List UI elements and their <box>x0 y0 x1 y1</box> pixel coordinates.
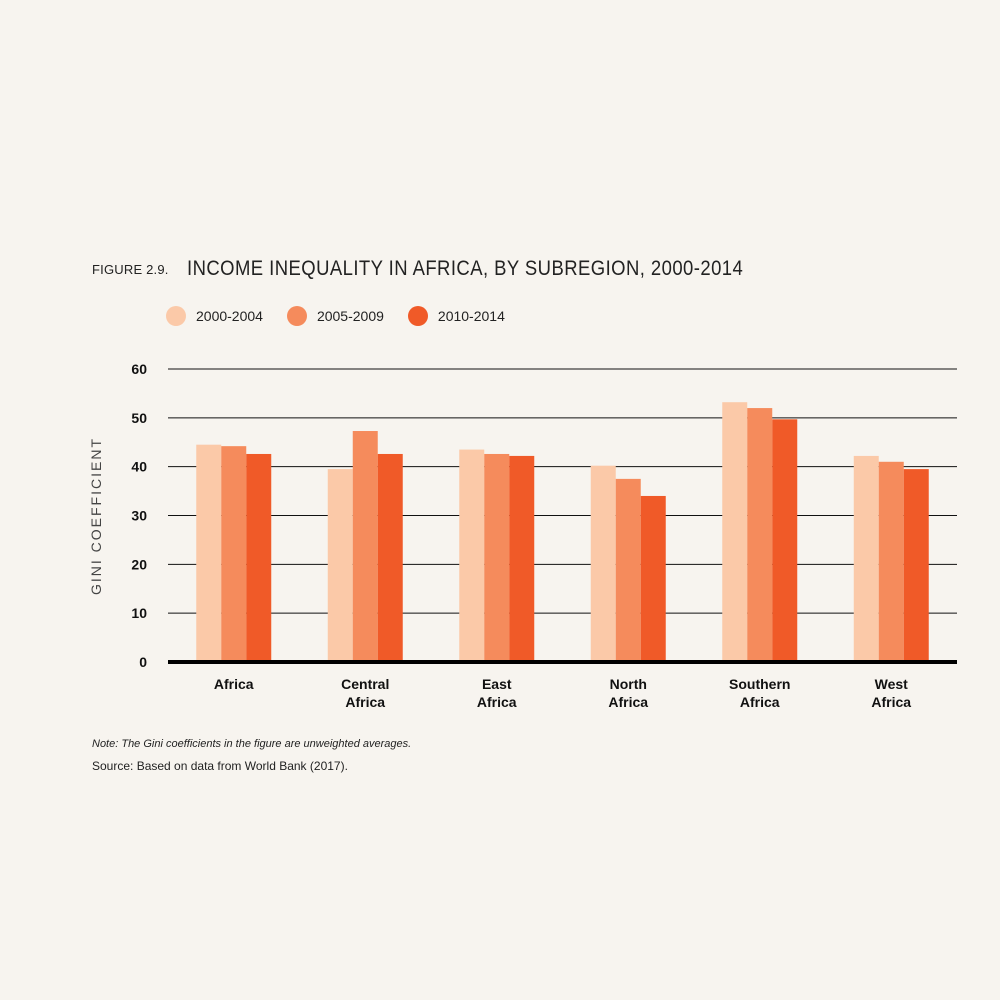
figure-note: Note: The Gini coefficients in the figur… <box>92 738 412 750</box>
legend-item-series-2: 2010-2014 <box>407 306 505 326</box>
figure-source: Source: Based on data from World Bank (2… <box>92 759 348 773</box>
figure-header: FIGURE 2.9. INCOME INEQUALITY IN AFRICA,… <box>92 257 819 281</box>
bar-4-1 <box>747 408 773 662</box>
bar-1-0 <box>327 469 353 662</box>
y-tick-label: 0 <box>139 654 147 670</box>
bar-4-0 <box>722 402 748 662</box>
bar-4-2 <box>772 419 798 662</box>
legend-label-series-0: 2000-2004 <box>196 308 263 324</box>
chart-legend: 2000-2004 2005-2009 2010-2014 <box>166 306 505 326</box>
bar-1-2 <box>377 453 403 662</box>
bar-5-1 <box>878 461 904 662</box>
legend-swatch-series-1 <box>286 306 307 326</box>
bar-0-2 <box>246 453 272 662</box>
y-tick-label: 60 <box>131 361 147 377</box>
legend-label-series-1: 2005-2009 <box>316 308 384 324</box>
bar-3-0 <box>590 465 616 662</box>
bar-1-1 <box>352 431 378 662</box>
x-tick-label: West Africa <box>871 676 911 710</box>
bar-2-1 <box>484 453 510 662</box>
figure-label: FIGURE 2.9. <box>92 261 169 277</box>
y-axis-title: GINI COEFFICIENT <box>88 437 104 595</box>
axis-layer: 0 10 20 30 40 50 60 Africa Central Africa East Afri… <box>131 361 957 710</box>
x-tick-label: North Africa <box>608 676 648 710</box>
bar-0-1 <box>221 446 247 662</box>
legend-swatch-series-0 <box>166 306 186 326</box>
x-tick-label: Central Africa <box>341 676 389 710</box>
bar-3-2 <box>640 495 666 662</box>
y-tick-label: 30 <box>131 508 147 524</box>
legend-swatch-series-2 <box>407 306 428 326</box>
y-tick-label: 40 <box>131 459 147 475</box>
bar-layer <box>196 402 929 662</box>
legend-item-series-0: 2000-2004 <box>166 306 263 326</box>
bar-2-0 <box>459 449 485 662</box>
x-tick-label: Southern Africa <box>729 676 790 710</box>
y-tick-label: 50 <box>131 410 147 426</box>
y-tick-label: 10 <box>131 605 147 621</box>
y-tick-label: 20 <box>131 556 147 572</box>
x-tick-label: Africa <box>214 676 254 692</box>
x-tick-label: East Africa <box>477 676 517 710</box>
legend-label-series-2: 2010-2014 <box>437 308 505 324</box>
bar-5-2 <box>903 469 929 662</box>
bar-3-1 <box>615 478 641 662</box>
legend-item-series-1: 2005-2009 <box>286 306 384 326</box>
bar-2-2 <box>509 455 535 662</box>
grid-layer <box>168 368 957 614</box>
figure-title: INCOME INEQUALITY IN AFRICA, BY SUBREGIO… <box>187 257 744 280</box>
bar-5-0 <box>853 455 879 662</box>
bar-0-0 <box>196 444 222 662</box>
